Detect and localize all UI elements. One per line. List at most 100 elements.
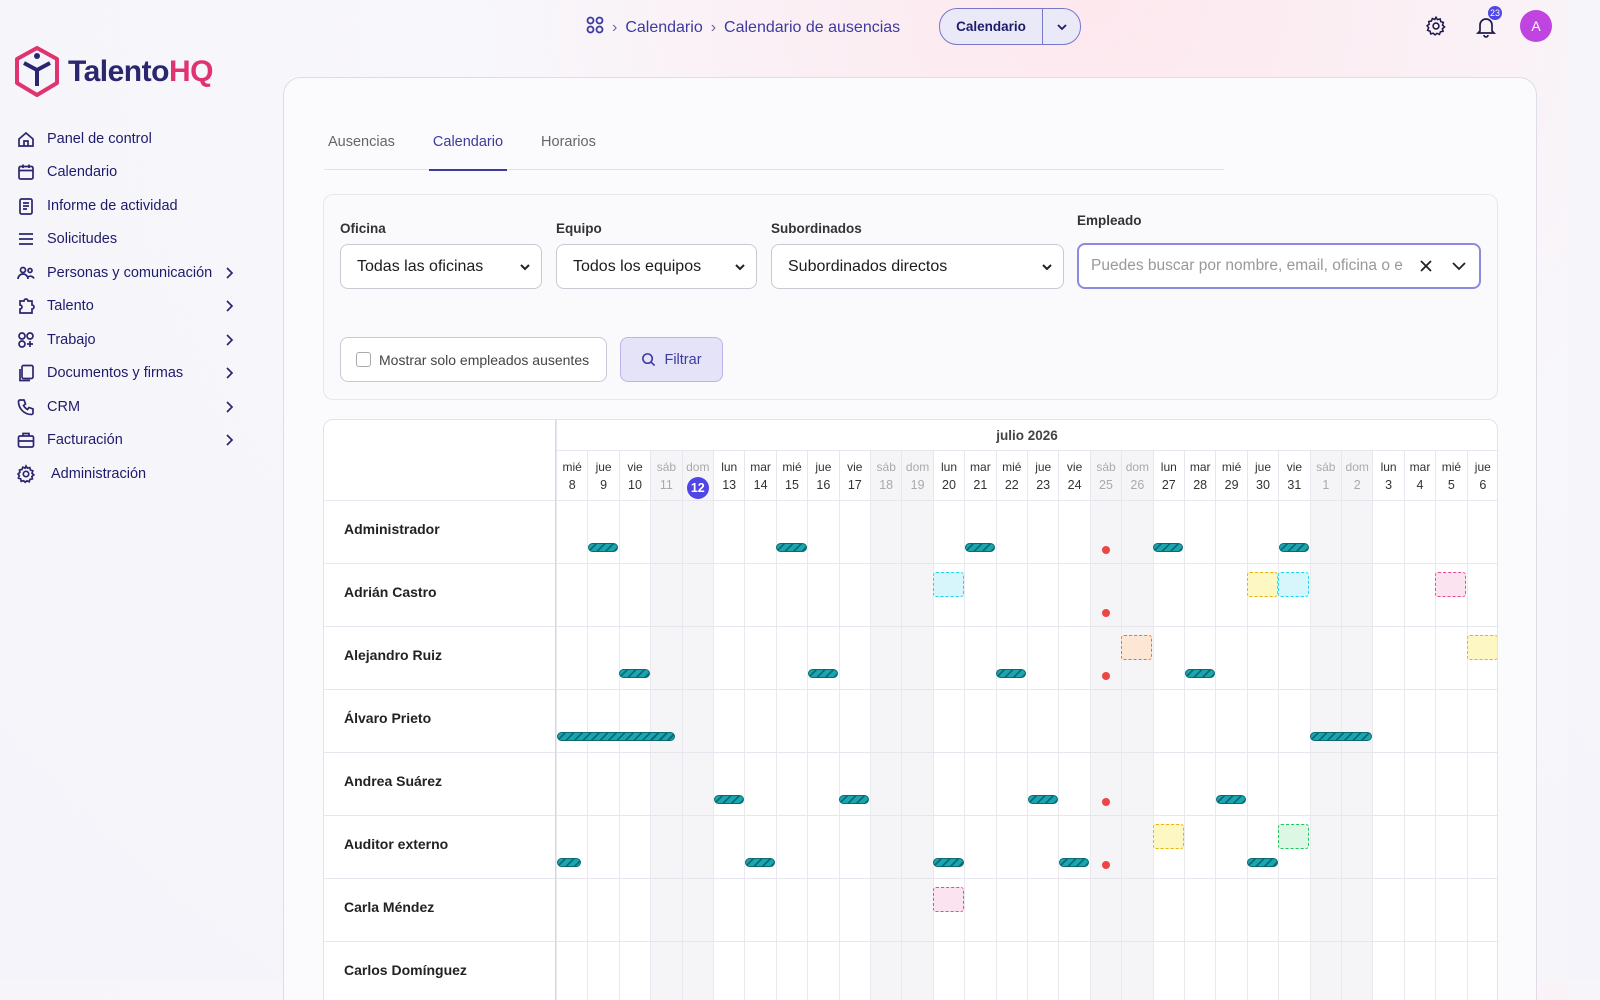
day-column-line — [870, 501, 871, 1000]
sidebar-item-administracion[interactable]: Administración — [16, 457, 236, 491]
day-header-cell: sáb 25 — [1089, 451, 1122, 501]
day-number: 3 — [1385, 478, 1393, 492]
weekday-label: mar — [1189, 460, 1211, 474]
absence-bar[interactable] — [1247, 858, 1278, 867]
absence-bar[interactable] — [619, 669, 650, 678]
absence-bar[interactable] — [1278, 543, 1310, 552]
day-column-line — [587, 501, 589, 1000]
sidebar-item-panel-de-control[interactable]: Panel de control — [16, 122, 236, 156]
tab-calendar[interactable]: Calendario — [428, 130, 508, 171]
clear-icon[interactable] — [1419, 259, 1433, 273]
weekend-column — [1309, 501, 1341, 1000]
pending-absence-marker[interactable] — [1278, 824, 1310, 849]
employee-name[interactable]: Alejandro Ruiz — [344, 647, 443, 663]
breadcrumb-item-calendar[interactable]: Calendario — [625, 18, 703, 36]
pending-absence-marker[interactable] — [1278, 572, 1310, 597]
sidebar-item-informe-de-actividad[interactable]: Informe de actividad — [16, 189, 236, 223]
employee-name[interactable]: Álvaro Prieto — [344, 710, 432, 726]
absence-bar[interactable] — [1215, 795, 1247, 804]
sidebar-item-trabajo[interactable]: Trabajo — [16, 323, 236, 357]
only-absent-checkbox[interactable] — [356, 352, 371, 367]
puzzle-icon — [16, 296, 36, 316]
day-number: 8 — [568, 478, 576, 492]
holiday-dot — [1101, 798, 1110, 806]
chevron-down-icon[interactable] — [1451, 258, 1467, 274]
absence-bar[interactable] — [587, 543, 619, 552]
pending-absence-marker[interactable] — [1466, 635, 1497, 660]
sidebar-item-calendario[interactable]: Calendario — [16, 156, 236, 190]
tab-schedules[interactable]: Horarios — [541, 134, 596, 150]
day-header-cell: vie 31 — [1278, 451, 1310, 501]
employee-name[interactable]: Carla Méndez — [344, 899, 435, 915]
day-header-cell: vie 10 — [618, 451, 651, 501]
employee-name[interactable]: Adrián Castro — [344, 584, 437, 600]
day-header-cell: mar 28 — [1184, 451, 1216, 501]
avatar[interactable]: A — [1520, 10, 1552, 42]
weekday-label: jue — [1474, 460, 1491, 474]
pending-absence-marker[interactable] — [1246, 572, 1278, 597]
absence-bar[interactable] — [964, 543, 996, 552]
notifications-button[interactable]: 23 — [1470, 6, 1502, 42]
employee-name[interactable]: Andrea Suárez — [344, 773, 443, 789]
absence-bar[interactable] — [839, 795, 870, 804]
pending-absence-marker[interactable] — [932, 572, 964, 597]
pending-absence-marker[interactable] — [1152, 824, 1184, 849]
sidebar-item-crm[interactable]: CRM — [16, 390, 236, 424]
sidebar-item-documentos-y-firmas[interactable]: Documentos y firmas — [16, 357, 236, 391]
absence-bar[interactable] — [556, 732, 675, 741]
view-switch-dropdown[interactable] — [1042, 9, 1080, 44]
employee-name[interactable]: Administrador — [344, 521, 440, 537]
weekend-column — [870, 501, 902, 1000]
absence-bar[interactable] — [996, 669, 1027, 678]
breadcrumb: › Calendario › Calendario de ausencias — [586, 16, 900, 39]
sidebar-item-talento[interactable]: Talento — [16, 290, 236, 324]
pending-absence-marker[interactable] — [1435, 572, 1467, 597]
brand-logo[interactable]: TalentoHQ — [14, 46, 213, 98]
day-number: 18 — [879, 478, 894, 492]
absence-bar[interactable] — [1310, 732, 1372, 741]
absence-bar[interactable] — [1027, 795, 1058, 804]
tab-absences[interactable]: Ausencias — [328, 134, 395, 150]
day-column-line — [995, 501, 997, 1000]
absence-bar[interactable] — [807, 669, 839, 678]
absence-bar[interactable] — [744, 858, 776, 867]
absence-bar[interactable] — [933, 858, 964, 867]
subordinates-select[interactable]: Subordinados directos — [771, 244, 1064, 289]
absence-bar[interactable] — [776, 543, 807, 552]
absence-bar[interactable] — [1153, 543, 1184, 552]
only-absent-toggle[interactable]: Mostrar solo empleados ausentes — [340, 337, 607, 382]
top-bar: › Calendario › Calendario de ausencias C… — [0, 0, 1568, 54]
absence-bar[interactable] — [556, 858, 581, 867]
day-header-cell: sáb 11 — [650, 451, 682, 501]
filter-button[interactable]: Filtrar — [620, 337, 723, 382]
settings-button[interactable] — [1420, 10, 1452, 42]
employee-name[interactable]: Carlos Domínguez — [344, 962, 467, 978]
sidebar-item-solicitudes[interactable]: Solicitudes — [16, 223, 236, 257]
breadcrumb-item-absence-calendar[interactable]: Calendario de ausencias — [724, 18, 901, 36]
weekday-label: mié — [1002, 460, 1022, 474]
team-select[interactable]: Todos los equipos — [556, 244, 757, 289]
gear-icon — [16, 463, 36, 484]
sidebar-item-personas-y-comunicacion[interactable]: Personas y comunicación — [16, 256, 236, 290]
table-row: Álvaro Prieto — [324, 690, 1497, 753]
day-column-line — [1058, 501, 1060, 1000]
day-column-line — [1246, 501, 1248, 1000]
list-icon — [16, 229, 36, 249]
weekday-label: lun — [940, 460, 957, 474]
office-select[interactable]: Todas las oficinas — [340, 244, 542, 289]
pending-absence-marker[interactable] — [1121, 635, 1153, 660]
employee-name[interactable]: Auditor externo — [344, 836, 449, 852]
grid-icon[interactable] — [586, 16, 604, 39]
day-column-line — [713, 501, 714, 1000]
day-number: 30 — [1256, 478, 1270, 492]
pending-absence-marker[interactable] — [932, 887, 964, 912]
sidebar-item-facturacion[interactable]: Facturación — [16, 424, 236, 458]
weekday-label: mar — [970, 460, 991, 474]
employee-search-input[interactable]: Puedes buscar por nombre, email, oficina… — [1077, 243, 1481, 289]
employee-label: Empleado — [1077, 213, 1142, 228]
absence-bar[interactable] — [1058, 858, 1090, 867]
absence-bar[interactable] — [1184, 669, 1215, 678]
holiday-dot — [1101, 861, 1110, 869]
absence-bar[interactable] — [713, 795, 744, 804]
view-switch-button[interactable]: Calendario — [956, 19, 1026, 34]
